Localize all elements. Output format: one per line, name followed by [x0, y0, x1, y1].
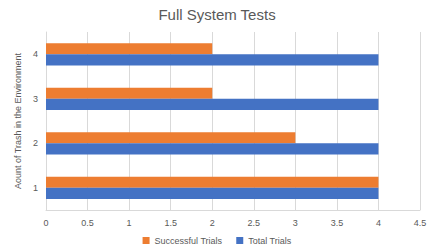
svg-text:4.5: 4.5: [414, 218, 427, 228]
svg-text:0: 0: [43, 218, 48, 228]
svg-text:1.5: 1.5: [164, 218, 177, 228]
svg-text:3: 3: [293, 218, 298, 228]
svg-text:3: 3: [33, 94, 38, 104]
svg-text:3.5: 3.5: [331, 218, 344, 228]
svg-text:1: 1: [33, 183, 38, 193]
svg-text:4: 4: [376, 218, 381, 228]
svg-text:Full System Tests: Full System Tests: [158, 6, 275, 23]
svg-text:2.5: 2.5: [248, 218, 261, 228]
svg-text:Total Trials: Total Trials: [248, 236, 292, 246]
svg-text:4: 4: [33, 49, 38, 59]
svg-text:Successful Trials: Successful Trials: [155, 236, 223, 246]
svg-text:1: 1: [127, 218, 132, 228]
svg-text:Aount of Trash in the Environm: Aount of Trash in the Environment: [13, 52, 23, 189]
svg-text:2: 2: [33, 138, 38, 148]
svg-text:0.5: 0.5: [81, 218, 94, 228]
svg-text:2: 2: [210, 218, 215, 228]
